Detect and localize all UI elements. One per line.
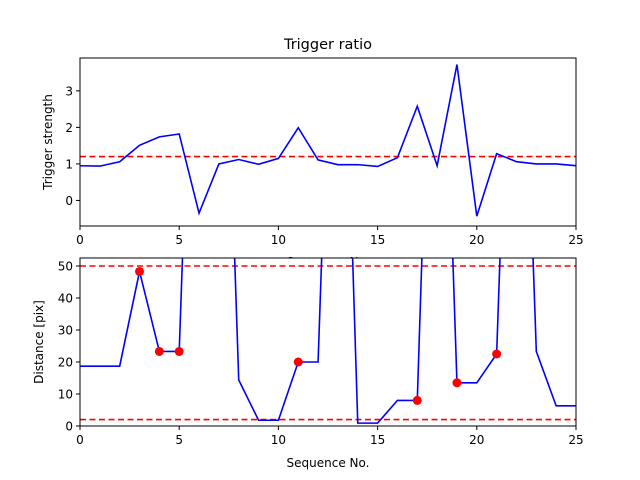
x-tick-label: 20 (469, 433, 484, 447)
y-tick-label: 0 (65, 194, 73, 208)
y-tick-label: 10 (58, 388, 73, 402)
y-tick-label: 40 (58, 292, 73, 306)
distance-chart: 0 5 10 15 20 25 0 10 20 30 40 50 Sequence No. Dist… (32, 257, 584, 470)
x-tick-label: 10 (271, 233, 286, 247)
x-tick-label: 0 (76, 233, 84, 247)
x-tick-label: 15 (370, 233, 385, 247)
x-tick-label: 5 (175, 433, 183, 447)
detection-marker (293, 357, 303, 367)
y-tick-label: 3 (65, 84, 73, 98)
x-tick-label: 5 (175, 233, 183, 247)
chart-title: Trigger ratio (283, 37, 372, 53)
x-tick-label: 20 (469, 233, 484, 247)
x-tick-label: 25 (568, 433, 583, 447)
detection-marker (135, 266, 145, 276)
detection-marker (154, 346, 164, 356)
threshold-lines (80, 265, 576, 421)
y-tick-label: 2 (65, 121, 73, 135)
x-axis-ticks: 0 5 10 15 20 25 (76, 426, 584, 447)
y-axis-label: Trigger strength (41, 94, 55, 191)
y-tick-label: 1 (65, 157, 73, 171)
x-tick-label: 15 (370, 433, 385, 447)
x-axis-label: Sequence No. (287, 456, 370, 470)
trigger-strength-line (80, 64, 576, 217)
x-tick-label: 0 (76, 433, 84, 447)
y-axis-label: Distance [pix] (32, 300, 46, 384)
detection-marker (492, 349, 502, 359)
y-tick-label: 0 (65, 420, 73, 434)
x-tick-label: 25 (568, 233, 583, 247)
x-tick-label: 10 (271, 433, 286, 447)
detection-marker (452, 378, 462, 388)
y-tick-label: 50 (58, 260, 73, 274)
plot-frame (79, 57, 577, 227)
x-axis-ticks: 0 5 10 15 20 25 (76, 226, 584, 247)
y-axis-ticks: 0 1 2 3 (65, 84, 80, 208)
plot-background (80, 258, 576, 426)
detection-markers (135, 266, 502, 405)
detection-marker (412, 395, 422, 405)
y-tick-label: 20 (58, 356, 73, 370)
plot-frame (79, 257, 577, 427)
y-tick-label: 30 (58, 324, 73, 338)
y-axis-ticks: 0 10 20 30 40 50 (58, 260, 80, 434)
detection-marker (174, 346, 184, 356)
